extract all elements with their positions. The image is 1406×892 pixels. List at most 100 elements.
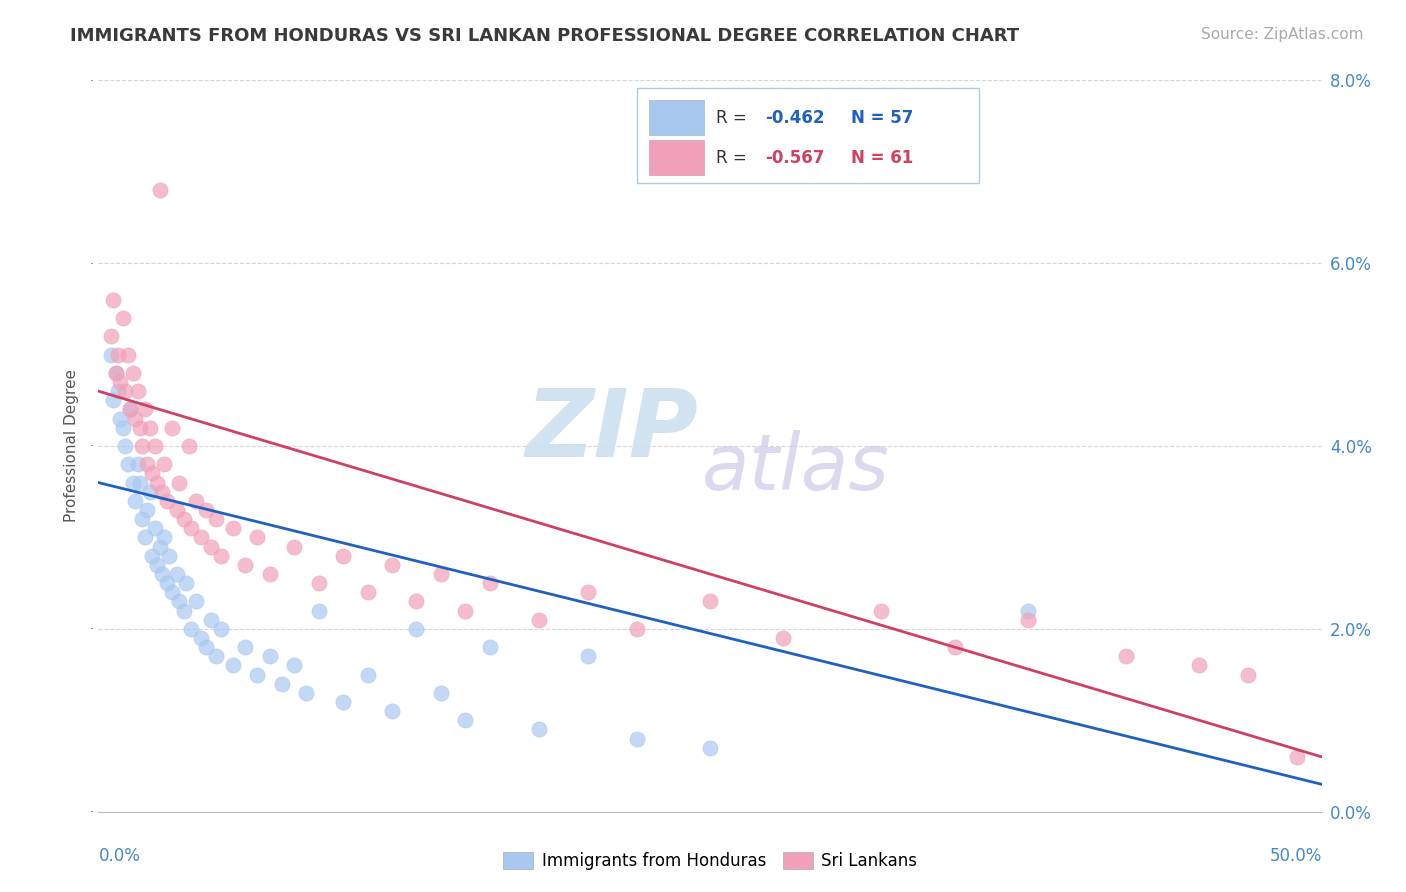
Point: [134, 402, 156, 417]
Point: [1115, 649, 1137, 664]
Point: [626, 622, 648, 636]
Point: [157, 549, 180, 563]
Point: [146, 475, 169, 490]
Point: [111, 420, 134, 434]
Point: [101, 293, 124, 307]
Point: [190, 530, 212, 544]
Point: [246, 667, 269, 681]
Point: [381, 704, 404, 718]
Point: [104, 366, 127, 380]
Point: [100, 329, 122, 343]
Point: [124, 493, 146, 508]
Point: [233, 640, 256, 655]
Point: [200, 540, 222, 554]
Point: [772, 631, 794, 645]
Point: [576, 649, 599, 664]
Point: [107, 384, 129, 399]
Point: [295, 686, 318, 700]
Point: [699, 740, 721, 755]
Point: [870, 603, 893, 617]
Text: R =: R =: [716, 149, 752, 167]
Point: [1286, 749, 1309, 764]
Text: N = 61: N = 61: [851, 149, 912, 167]
Point: [120, 402, 142, 417]
Legend: Immigrants from Honduras, Sri Lankans: Immigrants from Honduras, Sri Lankans: [496, 845, 924, 877]
Text: N = 57: N = 57: [851, 109, 912, 127]
Point: [121, 475, 143, 490]
Point: [356, 585, 378, 599]
Point: [405, 622, 427, 636]
Point: [150, 484, 173, 499]
Point: [195, 503, 218, 517]
Point: [129, 475, 152, 490]
Text: 0.0%: 0.0%: [98, 847, 141, 865]
Point: [205, 512, 228, 526]
Point: [141, 549, 163, 563]
Point: [134, 530, 156, 544]
Point: [156, 493, 179, 508]
Point: [114, 439, 136, 453]
Point: [626, 731, 648, 746]
Point: [332, 695, 354, 709]
Point: [186, 594, 208, 608]
Point: [110, 411, 132, 425]
Point: [176, 576, 198, 591]
Point: [166, 567, 188, 582]
Point: [111, 311, 134, 326]
Point: [270, 676, 294, 690]
Point: [205, 649, 228, 664]
Text: -0.567: -0.567: [765, 149, 824, 167]
Text: IMMIGRANTS FROM HONDURAS VS SRI LANKAN PROFESSIONAL DEGREE CORRELATION CHART: IMMIGRANTS FROM HONDURAS VS SRI LANKAN P…: [70, 27, 1019, 45]
Y-axis label: Professional Degree: Professional Degree: [65, 369, 79, 523]
Point: [127, 384, 149, 399]
Point: [136, 503, 159, 517]
Point: [129, 420, 152, 434]
Point: [527, 723, 550, 737]
Point: [222, 521, 245, 535]
Point: [173, 512, 195, 526]
Point: [160, 420, 183, 434]
Point: [454, 603, 477, 617]
Point: [127, 458, 149, 472]
Point: [943, 640, 966, 655]
Point: [405, 594, 427, 608]
Point: [131, 512, 153, 526]
Point: [110, 375, 132, 389]
Text: R =: R =: [716, 109, 752, 127]
Point: [222, 658, 245, 673]
Point: [200, 613, 222, 627]
Point: [527, 613, 550, 627]
Point: [233, 558, 256, 572]
Point: [100, 347, 122, 362]
Point: [143, 439, 166, 453]
Point: [186, 493, 208, 508]
Text: atlas: atlas: [702, 430, 890, 506]
FancyBboxPatch shape: [650, 100, 704, 136]
Point: [101, 393, 124, 408]
Point: [153, 458, 176, 472]
Point: [139, 484, 162, 499]
Point: [124, 411, 146, 425]
Point: [478, 640, 501, 655]
FancyBboxPatch shape: [650, 140, 704, 176]
Point: [1017, 613, 1039, 627]
Point: [308, 576, 330, 591]
Point: [195, 640, 218, 655]
Point: [576, 585, 599, 599]
Point: [117, 458, 139, 472]
Point: [259, 567, 281, 582]
Point: [149, 183, 172, 197]
Point: [160, 585, 183, 599]
Point: [146, 558, 169, 572]
Point: [136, 458, 159, 472]
Point: [120, 402, 142, 417]
Point: [209, 622, 232, 636]
Point: [180, 622, 202, 636]
Point: [139, 420, 162, 434]
Point: [332, 549, 354, 563]
Point: [190, 631, 212, 645]
Point: [149, 540, 172, 554]
Point: [150, 567, 173, 582]
Point: [156, 576, 179, 591]
Point: [478, 576, 501, 591]
